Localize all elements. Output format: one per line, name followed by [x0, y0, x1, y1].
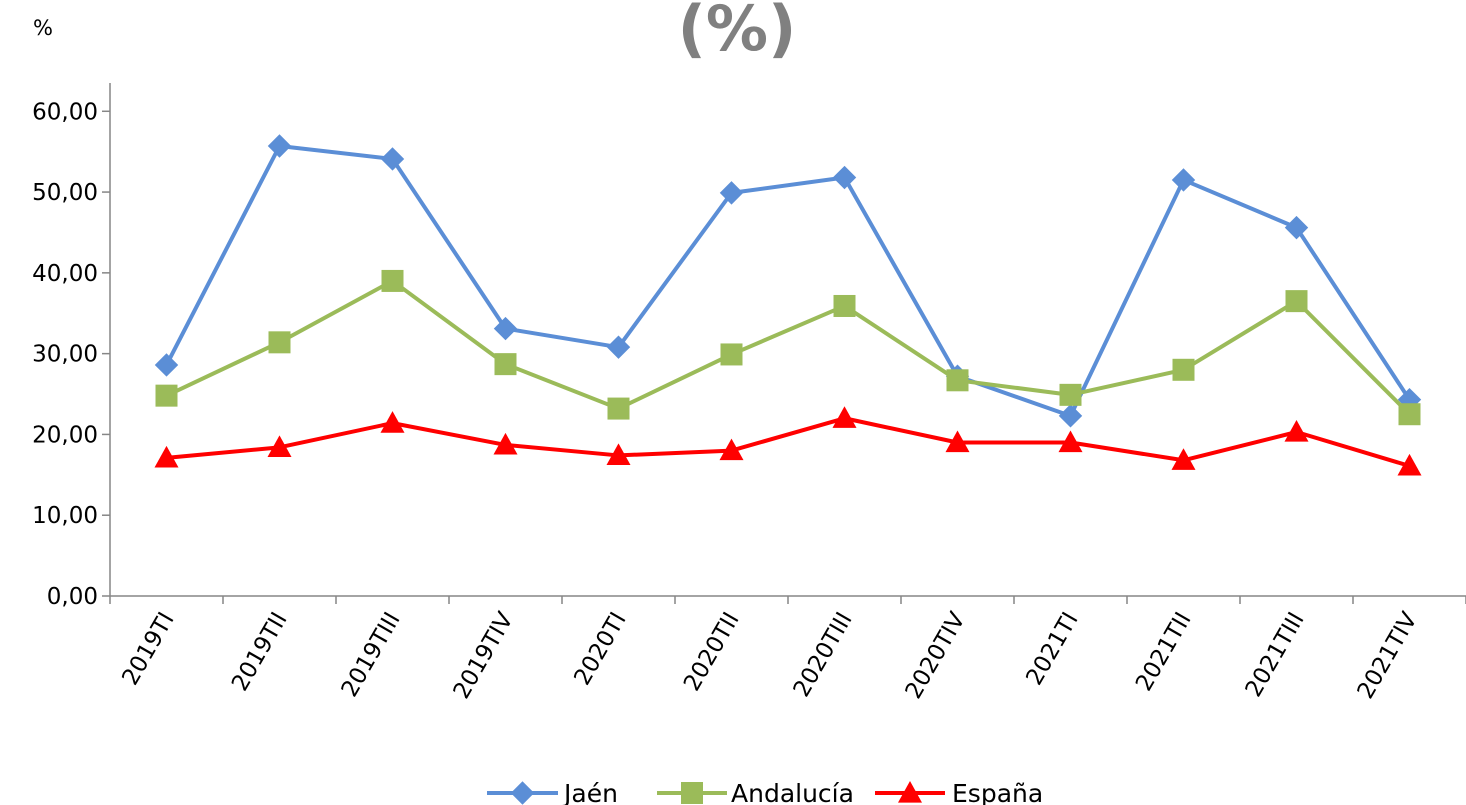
- data-point-jaen: [1171, 168, 1196, 192]
- y-tick-label: 50,00: [32, 180, 98, 206]
- data-point-jaen: [606, 335, 631, 359]
- x-tick-label: 2019TIII: [337, 608, 406, 701]
- x-tick-label: 2020TIII: [789, 608, 858, 701]
- x-tick-label: 2019TIV: [449, 608, 519, 704]
- series-line-jaen: [164, 144, 1412, 418]
- y-tick-label: 0,00: [47, 584, 98, 610]
- data-point-andalucia: [720, 343, 743, 366]
- data-point-espana: [606, 443, 631, 466]
- x-tick-label: 2021TIII: [1241, 608, 1310, 701]
- axes: [109, 83, 1466, 597]
- series-jaen: [154, 134, 1422, 428]
- data-point-andalucia: [268, 331, 291, 354]
- data-point-jaen: [719, 181, 744, 205]
- data-point-espana: [945, 430, 970, 453]
- legend-item-espana: España: [875, 779, 1043, 805]
- legend-item-andalucia: Andalucía: [657, 779, 854, 805]
- y-axis-ticks: 0,00 10,00 20,00 30,00 40,00 50,00 60,00: [32, 99, 110, 610]
- series-line-espana: [166, 416, 1411, 468]
- data-point-andalucia: [155, 384, 178, 407]
- y-tick-label: 20,00: [32, 422, 98, 448]
- x-tick-label: 2020TII: [679, 608, 745, 696]
- legend-marker: [681, 782, 703, 804]
- x-tick-label: 2020TI: [569, 608, 631, 690]
- legend-marker: [898, 781, 922, 803]
- data-point-espana: [719, 438, 744, 461]
- data-point-jaen: [267, 134, 292, 158]
- data-point-espana: [1397, 453, 1422, 476]
- data-point-jaen: [832, 165, 857, 190]
- y-axis-unit-label: %: [33, 16, 53, 40]
- y-tick-label: 10,00: [32, 503, 98, 529]
- data-point-andalucia: [381, 269, 404, 292]
- x-axis-ticks: 2019TI 2019TII 2019TIII 2019TIV 2020TI 2020TI…: [109, 596, 1466, 704]
- y-tick-label: 40,00: [32, 261, 98, 287]
- x-tick-label: 2019TII: [227, 608, 293, 696]
- data-point-espana: [267, 435, 292, 457]
- x-tick-label: 2020TIV: [901, 608, 971, 704]
- data-point-espana: [154, 445, 179, 468]
- data-point-espana: [380, 411, 405, 433]
- series-layer: [154, 134, 1422, 476]
- data-point-andalucia: [1172, 358, 1195, 381]
- data-point-jaen: [154, 353, 179, 377]
- series-line-andalucia: [165, 278, 1411, 416]
- data-point-andalucia: [946, 369, 969, 392]
- data-point-jaen: [1284, 215, 1309, 240]
- data-point-andalucia: [1059, 383, 1082, 406]
- data-point-espana: [1171, 448, 1196, 470]
- legend-item-jaen: Jaén: [487, 779, 618, 805]
- y-tick-label: 60,00: [32, 99, 98, 125]
- legend-label: España: [952, 779, 1043, 805]
- chart-title: (%): [678, 0, 797, 65]
- data-point-espana: [1058, 430, 1083, 453]
- data-point-espana: [1284, 420, 1309, 442]
- data-point-espana: [493, 432, 518, 455]
- data-point-espana: [832, 406, 857, 428]
- x-tick-label: 2021TI: [1021, 608, 1083, 690]
- series-espana: [154, 406, 1422, 476]
- y-tick-label: 30,00: [32, 342, 98, 368]
- data-point-andalucia: [1398, 403, 1421, 426]
- legend-label: Andalucía: [731, 779, 854, 805]
- legend-marker: [510, 781, 535, 805]
- series-andalucia: [155, 269, 1421, 426]
- x-tick-label: 2021TII: [1131, 608, 1197, 696]
- data-point-andalucia: [494, 353, 517, 376]
- data-point-jaen: [493, 316, 518, 341]
- x-tick-label: 2019TI: [117, 608, 179, 690]
- data-point-jaen: [380, 147, 405, 171]
- legend: Jaén Andalucía España: [487, 779, 1043, 805]
- x-tick-label: 2021TIV: [1353, 608, 1423, 704]
- data-point-andalucia: [1285, 290, 1308, 313]
- legend-label: Jaén: [562, 779, 618, 805]
- data-point-andalucia: [607, 397, 630, 420]
- data-point-andalucia: [833, 294, 856, 317]
- data-point-jaen: [1058, 404, 1083, 428]
